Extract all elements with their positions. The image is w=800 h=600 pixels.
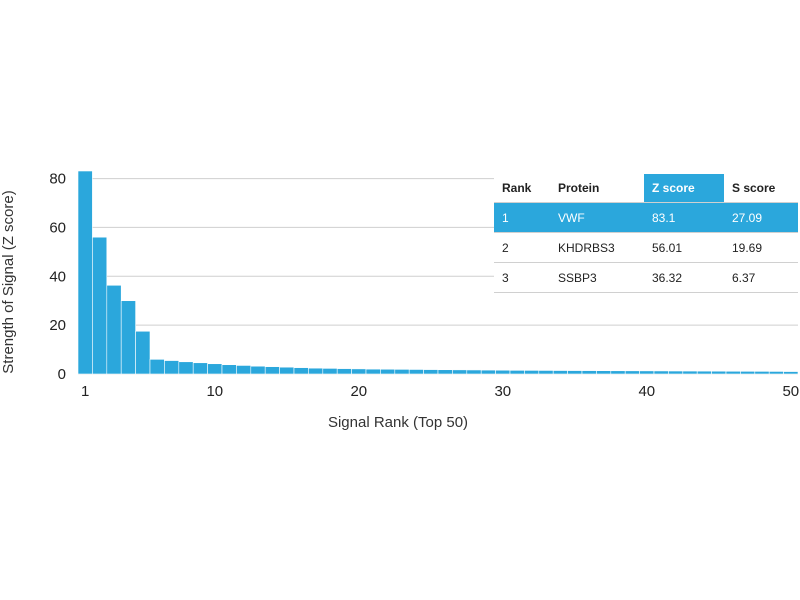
bar-rank-16 bbox=[293, 367, 309, 375]
bar-rank-23 bbox=[394, 369, 410, 375]
cell-protein: SSBP3 bbox=[550, 262, 644, 293]
x-axis-title: Signal Rank (Top 50) bbox=[328, 414, 468, 431]
bars bbox=[77, 170, 799, 375]
cell-z-score: 83.1 bbox=[644, 202, 724, 233]
x-tick-label: 1 bbox=[81, 383, 89, 400]
bar-rank-2 bbox=[92, 236, 108, 375]
bar-rank-30 bbox=[495, 369, 511, 375]
bar-rank-9 bbox=[192, 362, 208, 375]
bar-rank-28 bbox=[466, 369, 482, 375]
bar-rank-34 bbox=[552, 370, 568, 375]
y-tick-labels: 0 20 40 60 80 bbox=[49, 171, 66, 383]
table-row: 3 SSBP3 36.32 6.37 bbox=[494, 262, 798, 293]
bar-rank-35 bbox=[567, 370, 583, 375]
x-tick-label: 30 bbox=[494, 383, 511, 400]
cell-z-score: 36.32 bbox=[644, 262, 724, 293]
header-rank: Rank bbox=[494, 174, 550, 203]
x-tick-label: 50 bbox=[782, 383, 799, 400]
bar-rank-36 bbox=[581, 370, 597, 375]
bar-rank-3 bbox=[106, 284, 122, 375]
header-z-score: Z score bbox=[644, 174, 724, 203]
y-tick-label: 80 bbox=[49, 171, 66, 188]
cell-s-score: 27.09 bbox=[724, 202, 798, 233]
bar-rank-42 bbox=[668, 370, 684, 375]
y-tick-label: 0 bbox=[58, 366, 66, 383]
bar-rank-32 bbox=[524, 370, 540, 375]
bar-rank-14 bbox=[264, 366, 280, 375]
bar-rank-27 bbox=[452, 369, 468, 375]
bar-rank-33 bbox=[538, 370, 554, 375]
bar-rank-44 bbox=[696, 370, 712, 375]
table-header-row: Rank Protein Z score S score bbox=[494, 174, 798, 203]
bar-rank-17 bbox=[308, 367, 324, 375]
bar-rank-8 bbox=[178, 361, 194, 375]
y-axis-title: Strength of Signal (Z score) bbox=[0, 190, 17, 373]
bar-rank-1 bbox=[77, 170, 93, 375]
bar-rank-45 bbox=[711, 370, 727, 375]
x-tick-label: 10 bbox=[206, 383, 223, 400]
bar-rank-46 bbox=[725, 370, 741, 375]
protein-ranking-table: Rank Protein Z score S score 1 VWF 83.1 … bbox=[494, 174, 798, 293]
bar-rank-6 bbox=[149, 359, 165, 375]
bar-rank-11 bbox=[221, 364, 237, 375]
bar-rank-12 bbox=[236, 365, 252, 375]
y-tick-label: 60 bbox=[49, 219, 66, 236]
cell-rank: 2 bbox=[494, 232, 550, 263]
table-row: 1 VWF 83.1 27.09 bbox=[494, 202, 798, 233]
bar-rank-22 bbox=[380, 368, 396, 375]
bar-rank-19 bbox=[336, 368, 352, 375]
bar-rank-10 bbox=[207, 363, 223, 375]
bar-rank-43 bbox=[682, 370, 698, 375]
bar-rank-13 bbox=[250, 365, 266, 375]
cell-protein: KHDRBS3 bbox=[550, 232, 644, 263]
cell-s-score: 19.69 bbox=[724, 232, 798, 263]
bar-rank-7 bbox=[164, 360, 180, 375]
cell-s-score: 6.37 bbox=[724, 262, 798, 293]
bar-rank-20 bbox=[351, 368, 367, 375]
x-tick-label: 40 bbox=[638, 383, 655, 400]
bar-rank-15 bbox=[279, 366, 295, 375]
bar-rank-37 bbox=[596, 370, 612, 375]
bar-rank-47 bbox=[740, 371, 756, 375]
bar-rank-50 bbox=[783, 371, 799, 375]
bar-rank-25 bbox=[423, 369, 439, 375]
bar-rank-29 bbox=[480, 369, 496, 375]
bar-rank-4 bbox=[120, 300, 136, 375]
bar-rank-18 bbox=[322, 368, 338, 375]
cell-z-score: 56.01 bbox=[644, 232, 724, 263]
header-s-score: S score bbox=[724, 174, 798, 203]
bar-rank-38 bbox=[610, 370, 626, 375]
cell-rank: 3 bbox=[494, 262, 550, 293]
y-tick-label: 20 bbox=[49, 317, 66, 334]
cell-rank: 1 bbox=[494, 202, 550, 233]
x-tick-labels: 1 10 20 30 40 50 bbox=[81, 383, 799, 400]
bar-rank-31 bbox=[509, 370, 525, 375]
bar-rank-41 bbox=[653, 370, 669, 375]
table-row: 2 KHDRBS3 56.01 19.69 bbox=[494, 232, 798, 263]
bar-rank-49 bbox=[768, 371, 784, 375]
cell-protein: VWF bbox=[550, 202, 644, 233]
bar-rank-21 bbox=[365, 368, 381, 375]
header-protein: Protein bbox=[550, 174, 644, 203]
bar-rank-26 bbox=[437, 369, 453, 375]
x-tick-label: 20 bbox=[350, 383, 367, 400]
bar-rank-48 bbox=[754, 371, 770, 375]
bar-rank-24 bbox=[408, 369, 424, 375]
bar-rank-40 bbox=[639, 370, 655, 375]
y-tick-label: 40 bbox=[49, 268, 66, 285]
bar-rank-5 bbox=[135, 330, 151, 375]
bar-rank-39 bbox=[624, 370, 640, 375]
